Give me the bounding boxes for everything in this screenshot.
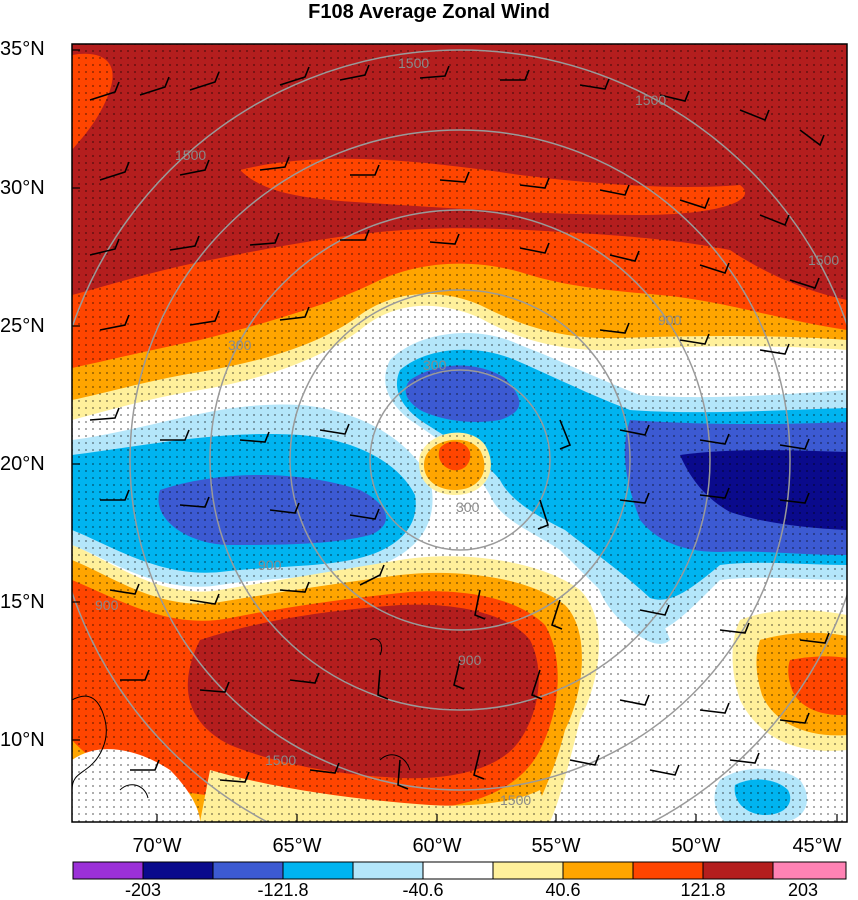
ring-label: 900 xyxy=(458,652,482,668)
colorbar-bin xyxy=(352,861,424,880)
map-title: F108 Average Zonal Wind xyxy=(308,1,550,23)
lat-label: 35°N xyxy=(0,38,45,60)
ring-label: 300 xyxy=(228,337,252,353)
ring-label: 1500 xyxy=(500,792,531,808)
lat-label: 25°N xyxy=(0,315,45,337)
colorbar-label: 203 xyxy=(787,880,819,900)
colorbar-label: 121.8 xyxy=(680,880,726,900)
colorbar-bin xyxy=(772,861,847,880)
ring-label: 1500 xyxy=(398,55,429,71)
colorbar-bin xyxy=(492,861,564,880)
ring-label: 1500 xyxy=(808,252,839,268)
lon-label: 60°W xyxy=(412,835,462,857)
colorbar-bin xyxy=(142,861,214,880)
ring-label: 300 xyxy=(456,499,480,515)
wind-barbs xyxy=(89,64,830,790)
colorbar-bin xyxy=(72,861,144,880)
map-frame xyxy=(71,43,848,823)
colorbar-bin xyxy=(562,861,634,880)
ring-label: 1500 xyxy=(265,752,296,768)
lon-label: 45°W xyxy=(792,835,842,857)
coastlines xyxy=(72,638,411,799)
ring-label: 1500 xyxy=(635,92,666,108)
lat-label: 10°N xyxy=(0,729,45,751)
lat-label: 30°N xyxy=(0,177,45,199)
ring-label: 1500 xyxy=(175,147,206,163)
range-rings xyxy=(72,49,847,822)
ring-labels: 1500 1500 1500 1500 900 300 300 300 900 … xyxy=(95,55,839,808)
lon-label: 65°W xyxy=(272,835,322,857)
colorbar-label: -40.6 xyxy=(402,880,444,900)
plot-area: 1500 1500 1500 1500 900 300 300 300 900 … xyxy=(72,44,847,822)
colorbar-bin xyxy=(422,861,494,880)
colorbar-label: -121.8 xyxy=(257,880,309,900)
ring-label: 900 xyxy=(258,557,282,573)
colorbar-bin xyxy=(632,861,704,880)
colorbar-bin xyxy=(212,861,284,880)
ring-label: 900 xyxy=(658,312,682,328)
colorbar-bin xyxy=(702,861,774,880)
ring-label: 900 xyxy=(95,597,119,613)
lon-label: 55°W xyxy=(531,835,581,857)
lat-label: 15°N xyxy=(0,591,45,613)
colorbar-bin xyxy=(282,861,354,880)
axis-ticks xyxy=(72,49,838,822)
colorbar-label: 40.6 xyxy=(545,880,581,900)
lon-label: 50°W xyxy=(671,835,721,857)
lat-label: 20°N xyxy=(0,453,45,475)
colorbar-label: -203 xyxy=(124,880,162,900)
colorbar xyxy=(72,861,847,880)
lon-label: 70°W xyxy=(132,835,182,857)
ring-label: 300 xyxy=(423,357,447,373)
